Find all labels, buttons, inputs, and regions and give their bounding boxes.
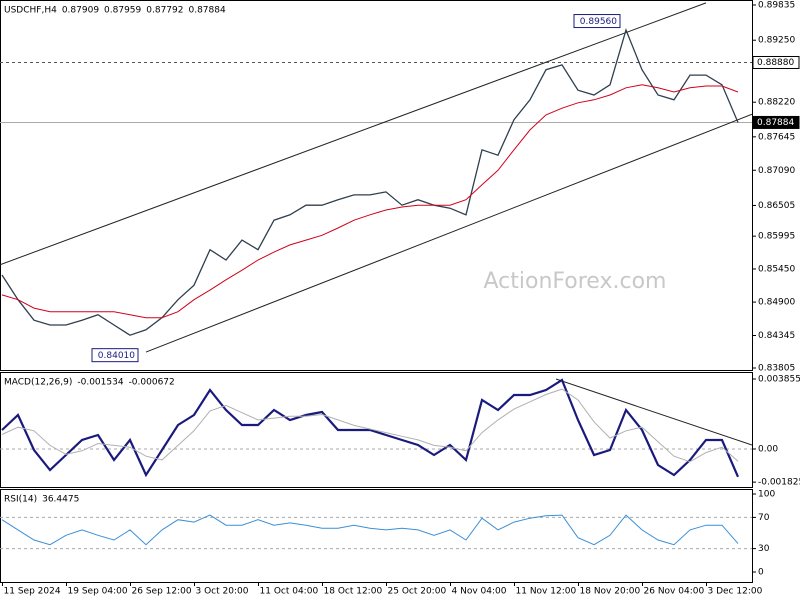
series-line [1, 514, 739, 546]
panel-title: USDCHF,H4 [4, 6, 57, 16]
annotation-box [573, 14, 621, 29]
price-label: 0.88880 [757, 58, 794, 68]
series-line [1, 388, 739, 463]
x-tick-label: 18 Oct 12:00 [324, 587, 383, 597]
watermark: ActionForex.com [484, 269, 667, 294]
header-value: -0.000672 [129, 378, 175, 388]
y-tick-label: 0.87090 [758, 166, 795, 176]
header-value: 0.87792 [146, 6, 183, 16]
panel-frame [0, 489, 753, 583]
x-tick-label: 19 Sep 04:00 [68, 587, 128, 597]
panel-title: MACD(12,26,9) [4, 378, 72, 388]
y-tick-label: 30 [758, 544, 770, 554]
y-tick-label: 0.86505 [758, 201, 795, 211]
series-line [1, 84, 739, 319]
annotation-box [91, 348, 139, 363]
price-label-box [752, 55, 800, 69]
x-tick-label: 3 Oct 20:00 [196, 587, 249, 597]
y-tick-label: 0.85450 [758, 264, 795, 274]
x-tick-label: 18 Nov 20:00 [580, 587, 641, 597]
x-tick-label: 25 Oct 20:00 [388, 587, 447, 597]
y-tick-label: 0.003855 [758, 375, 800, 385]
x-tick-label: 11 Sep 2024 [4, 587, 61, 597]
trend-line [0, 2, 707, 266]
y-tick-label: 0.89250 [758, 36, 795, 46]
panel-frame [0, 0, 753, 371]
y-tick-label: 100 [758, 489, 775, 499]
annotation-label: 0.84010 [98, 351, 135, 361]
x-tick-label: 26 Sep 12:00 [132, 587, 192, 597]
x-tick-label: 4 Nov 04:00 [452, 587, 507, 597]
series-line [1, 28, 739, 336]
y-tick-label: 70 [758, 513, 770, 523]
y-tick-label: -0.001825 [758, 478, 800, 488]
price-label-box [752, 115, 800, 129]
series-line [1, 378, 740, 478]
plot-area [0, 378, 752, 478]
header-value: 0.87884 [188, 6, 225, 16]
panel-title: RSI(14) [4, 495, 37, 505]
y-tick-label: 0.83805 [758, 364, 795, 374]
panel-frame [0, 372, 753, 488]
plot-area [0, 2, 752, 353]
y-tick-label: 0.89835 [758, 0, 795, 10]
header-value: -0.001534 [77, 378, 123, 388]
y-tick-label: 0.84345 [758, 331, 795, 341]
trend-line [555, 378, 752, 446]
header-value: 0.87909 [62, 6, 99, 16]
y-tick-label: 0.87645 [758, 132, 795, 142]
x-tick-label: 11 Oct 04:00 [260, 587, 319, 597]
x-tick-label: 3 Dec 12:00 [708, 587, 763, 597]
plot-area [0, 514, 752, 550]
header-value: 36.4475 [42, 495, 79, 505]
y-tick-label: 0.84900 [758, 298, 795, 308]
y-tick-label: 0 [758, 568, 764, 578]
trend-line [145, 113, 752, 353]
price-label: 0.87884 [757, 118, 794, 128]
y-tick-label: 0.88220 [758, 98, 795, 108]
header-value: 0.87959 [104, 6, 141, 16]
y-tick-label: 0.85995 [758, 232, 795, 242]
y-tick-label: 0.00 [758, 444, 778, 454]
x-tick-label: 11 Nov 12:00 [516, 587, 577, 597]
x-tick-label: 26 Nov 04:00 [644, 587, 705, 597]
annotation-label: 0.89560 [580, 17, 617, 27]
